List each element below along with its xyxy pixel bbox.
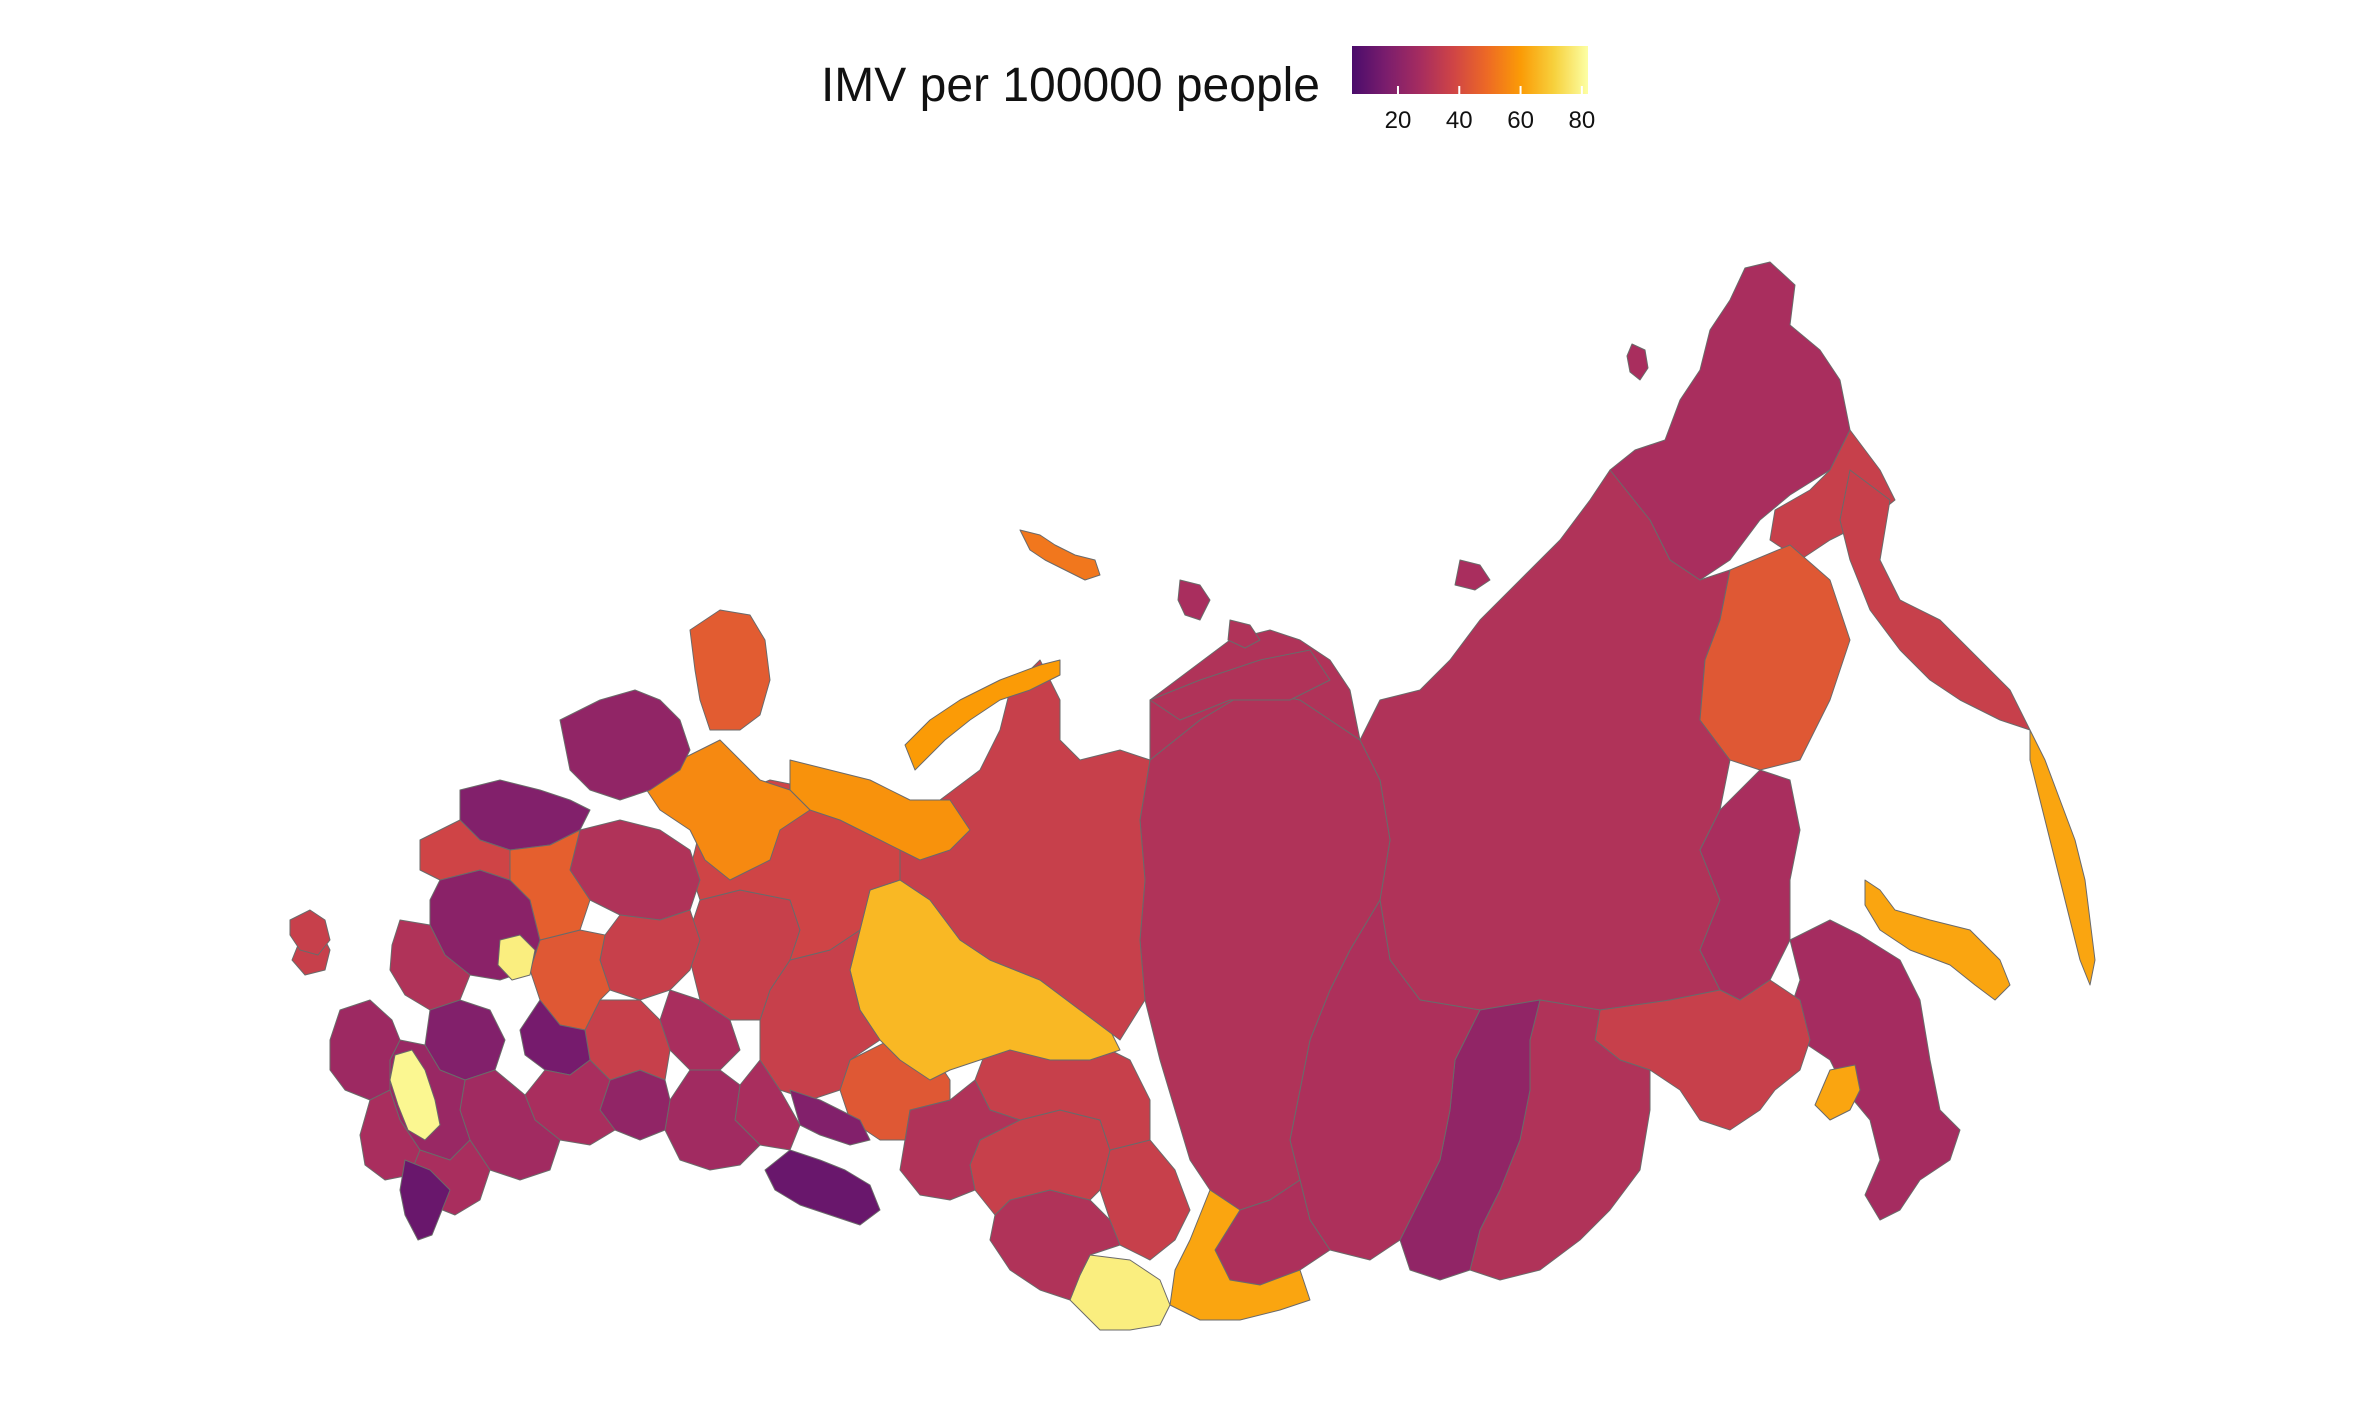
region-novaya-zemlya	[904, 659, 1061, 771]
legend-tick-label: 40	[1446, 107, 1473, 134]
region-khakassia	[1169, 1189, 1311, 1321]
region-jewish-ao	[1814, 1064, 1861, 1121]
region-severnaya-zemlya	[1227, 619, 1261, 649]
region-sakhalin	[1864, 879, 2011, 1001]
region-chelyabinsk	[789, 1089, 871, 1146]
region-karachay	[389, 1049, 441, 1141]
region-kamchatka	[1839, 469, 2031, 731]
region-kirov	[599, 909, 701, 1001]
region-kuril	[2029, 729, 2096, 986]
legend-colorbar: 20 40 60 80	[1352, 46, 1595, 134]
region-orenburg	[764, 1149, 881, 1226]
legend-title: IMV per 100000 people	[820, 59, 1320, 112]
region-yaroslavl	[509, 829, 591, 941]
region-new-siberian	[1177, 579, 1211, 621]
region-kemerovo	[1099, 1139, 1191, 1261]
region-yamal	[899, 659, 1151, 1041]
region-franz-josef	[1019, 529, 1101, 581]
region-primorye	[1789, 919, 1961, 1221]
region-taymyr-west	[1149, 649, 1331, 721]
region-dagestan	[399, 1159, 451, 1241]
region-chukotka-island	[1626, 343, 1649, 381]
region-omsk	[899, 1079, 1021, 1201]
region-karelia	[559, 689, 691, 801]
map-legend: IMV per 100000 people	[0, 0, 2362, 160]
legend-tick-label: 20	[1385, 107, 1412, 134]
region-sverdlovsk	[759, 929, 881, 1101]
region-arkhangelsk	[639, 739, 811, 881]
region-wrangel	[1454, 559, 1491, 591]
region-magadan	[1699, 544, 1851, 771]
region-lipetsk	[497, 934, 536, 981]
legend-tick-label: 60	[1507, 107, 1534, 134]
region-krasnodar	[329, 999, 401, 1101]
region-altai-rep	[1069, 1254, 1171, 1331]
region-nizhny	[529, 929, 611, 1031]
region-vologda	[569, 819, 701, 921]
region-crimea	[289, 909, 331, 956]
region-murmansk	[689, 609, 771, 731]
regions-layer	[289, 261, 2096, 1331]
region-stavropol	[359, 1089, 421, 1181]
legend-tick-label: 80	[1569, 107, 1596, 134]
